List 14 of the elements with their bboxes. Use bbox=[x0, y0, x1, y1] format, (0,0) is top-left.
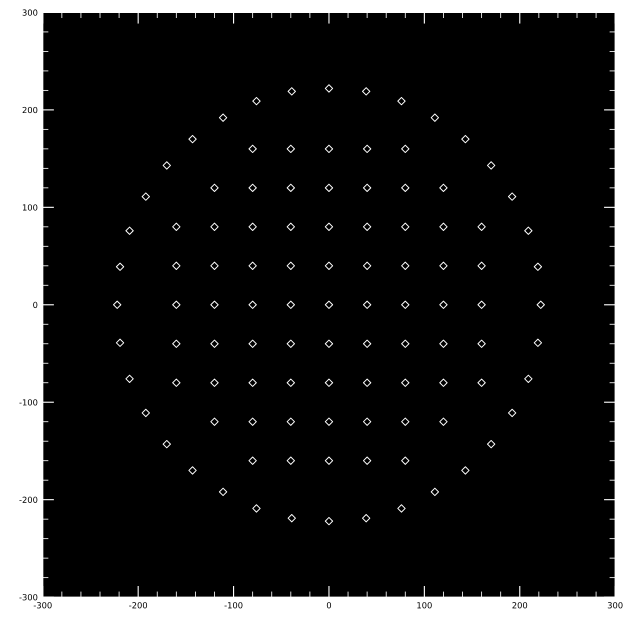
x-tick-label: 100 bbox=[417, 602, 432, 608]
y-tick-label: -200 bbox=[19, 496, 38, 503]
y-tick-label: 200 bbox=[22, 106, 38, 114]
x-tick-label: -300 bbox=[34, 602, 52, 608]
y-tick-label: -100 bbox=[19, 399, 38, 406]
y-tick-label: 100 bbox=[22, 204, 38, 211]
x-tick-label: 200 bbox=[512, 602, 528, 608]
y-tick-label: -300 bbox=[19, 594, 38, 600]
x-tick-label: -200 bbox=[129, 602, 148, 608]
x-tick-label: 0 bbox=[326, 602, 332, 608]
x-tick-label: -100 bbox=[224, 602, 242, 608]
x-tick-label: 300 bbox=[608, 602, 623, 608]
y-tick-label: 300 bbox=[22, 9, 38, 16]
y-tick-label: 0 bbox=[33, 302, 38, 308]
